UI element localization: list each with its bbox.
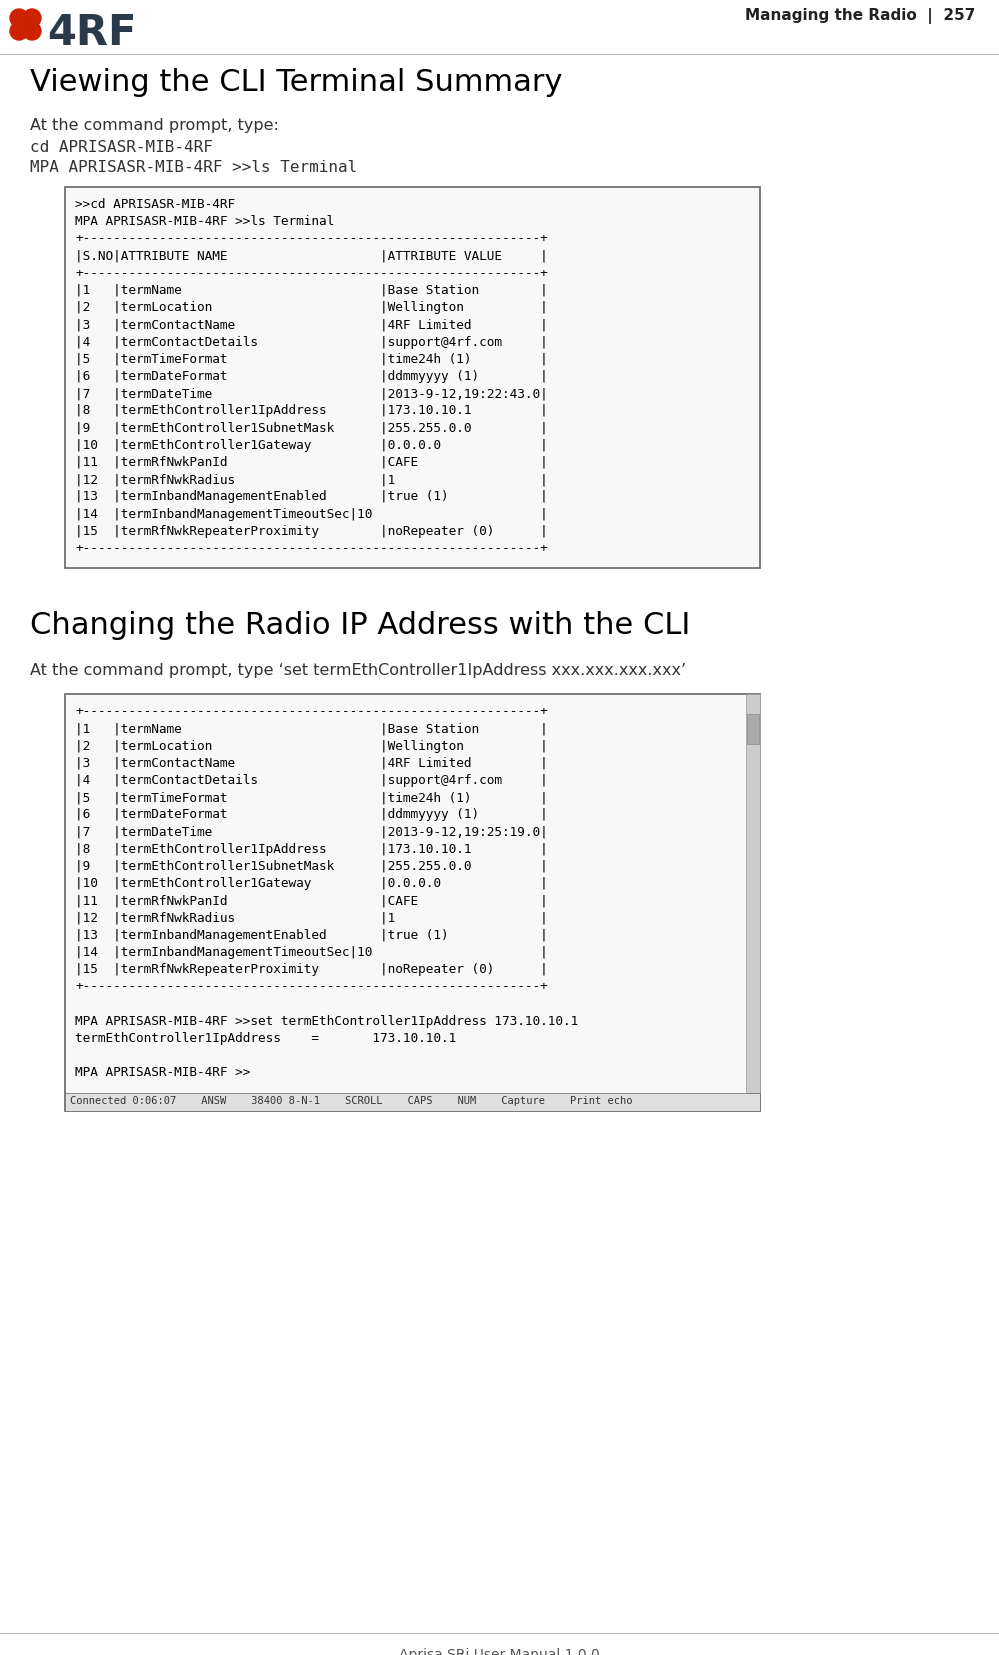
Text: |12  |termRfNwkRadius                   |1                   |: |12 |termRfNwkRadius |1 |: [75, 910, 547, 923]
Text: |14  |termInbandManagementTimeoutSec|10                      |: |14 |termInbandManagementTimeoutSec|10 |: [75, 508, 547, 520]
Text: +------------------------------------------------------------+: +---------------------------------------…: [75, 541, 547, 554]
Text: |5   |termTimeFormat                    |time24h (1)         |: |5 |termTimeFormat |time24h (1) |: [75, 791, 547, 804]
Text: 4RF: 4RF: [47, 12, 137, 55]
Text: |3   |termContactName                   |4RF Limited         |: |3 |termContactName |4RF Limited |: [75, 756, 547, 770]
FancyBboxPatch shape: [65, 695, 760, 1111]
Text: MPA APRISASR-MIB-4RF >>: MPA APRISASR-MIB-4RF >>: [75, 1066, 251, 1079]
Circle shape: [23, 23, 41, 41]
Text: |7   |termDateTime                      |2013-9-12,19:25:19.0|: |7 |termDateTime |2013-9-12,19:25:19.0|: [75, 826, 547, 837]
Text: |12  |termRfNwkRadius                   |1                   |: |12 |termRfNwkRadius |1 |: [75, 473, 547, 487]
Text: Managing the Radio  |  257: Managing the Radio | 257: [744, 8, 975, 23]
Text: +------------------------------------------------------------+: +---------------------------------------…: [75, 980, 547, 993]
FancyBboxPatch shape: [746, 695, 760, 1092]
Text: |10  |termEthController1Gateway         |0.0.0.0             |: |10 |termEthController1Gateway |0.0.0.0 …: [75, 877, 547, 890]
Text: |15  |termRfNwkRepeaterProximity        |noRepeater (0)      |: |15 |termRfNwkRepeaterProximity |noRepea…: [75, 525, 547, 538]
Text: |9   |termEthController1SubnetMask      |255.255.0.0         |: |9 |termEthController1SubnetMask |255.25…: [75, 422, 547, 434]
Text: |11  |termRfNwkPanId                    |CAFE                |: |11 |termRfNwkPanId |CAFE |: [75, 894, 547, 907]
Text: MPA APRISASR-MIB-4RF >>set termEthController1IpAddress 173.10.10.1: MPA APRISASR-MIB-4RF >>set termEthContro…: [75, 1015, 578, 1028]
Text: |S.NO|ATTRIBUTE NAME                    |ATTRIBUTE VALUE     |: |S.NO|ATTRIBUTE NAME |ATTRIBUTE VALUE |: [75, 250, 547, 263]
Circle shape: [23, 10, 41, 28]
Text: +------------------------------------------------------------+: +---------------------------------------…: [75, 705, 547, 718]
Text: termEthController1IpAddress    =       173.10.10.1: termEthController1IpAddress = 173.10.10.…: [75, 1031, 457, 1044]
Text: |3   |termContactName                   |4RF Limited         |: |3 |termContactName |4RF Limited |: [75, 318, 547, 331]
FancyBboxPatch shape: [65, 189, 760, 569]
Text: Connected 0:06:07    ANSW    38400 8-N-1    SCROLL    CAPS    NUM    Capture    : Connected 0:06:07 ANSW 38400 8-N-1 SCROL…: [70, 1096, 632, 1106]
Text: |1   |termName                          |Base Station        |: |1 |termName |Base Station |: [75, 722, 547, 735]
Text: |15  |termRfNwkRepeaterProximity        |noRepeater (0)      |: |15 |termRfNwkRepeaterProximity |noRepea…: [75, 963, 547, 975]
Text: |7   |termDateTime                      |2013-9-12,19:22:43.0|: |7 |termDateTime |2013-9-12,19:22:43.0|: [75, 387, 547, 401]
FancyBboxPatch shape: [747, 715, 759, 745]
Circle shape: [10, 23, 28, 41]
Text: |6   |termDateFormat                    |ddmmyyyy (1)        |: |6 |termDateFormat |ddmmyyyy (1) |: [75, 808, 547, 821]
Text: At the command prompt, type:: At the command prompt, type:: [30, 118, 279, 132]
Text: MPA APRISASR-MIB-4RF >>ls Terminal: MPA APRISASR-MIB-4RF >>ls Terminal: [30, 161, 358, 175]
Text: |13  |termInbandManagementEnabled       |true (1)            |: |13 |termInbandManagementEnabled |true (…: [75, 928, 547, 942]
Text: cd APRISASR-MIB-4RF: cd APRISASR-MIB-4RF: [30, 141, 213, 156]
Text: +------------------------------------------------------------+: +---------------------------------------…: [75, 232, 547, 245]
Text: |8   |termEthController1IpAddress       |173.10.10.1         |: |8 |termEthController1IpAddress |173.10.…: [75, 404, 547, 417]
Text: |4   |termContactDetails                |support@4rf.com     |: |4 |termContactDetails |support@4rf.com …: [75, 336, 547, 349]
Text: |14  |termInbandManagementTimeoutSec|10                      |: |14 |termInbandManagementTimeoutSec|10 |: [75, 945, 547, 958]
Text: +------------------------------------------------------------+: +---------------------------------------…: [75, 266, 547, 280]
Text: Aprisa SRi User Manual 1.0.0: Aprisa SRi User Manual 1.0.0: [400, 1647, 599, 1655]
Text: |10  |termEthController1Gateway         |0.0.0.0             |: |10 |termEthController1Gateway |0.0.0.0 …: [75, 439, 547, 452]
Text: |5   |termTimeFormat                    |time24h (1)         |: |5 |termTimeFormat |time24h (1) |: [75, 353, 547, 366]
Text: >>cd APRISASR-MIB-4RF: >>cd APRISASR-MIB-4RF: [75, 199, 235, 210]
Text: |2   |termLocation                      |Wellington          |: |2 |termLocation |Wellington |: [75, 301, 547, 314]
Text: At the command prompt, type ‘set termEthController1IpAddress xxx.xxx.xxx.xxx’: At the command prompt, type ‘set termEth…: [30, 662, 686, 679]
Text: |4   |termContactDetails                |support@4rf.com     |: |4 |termContactDetails |support@4rf.com …: [75, 773, 547, 786]
FancyBboxPatch shape: [65, 1092, 760, 1111]
Circle shape: [10, 10, 28, 28]
Text: |9   |termEthController1SubnetMask      |255.255.0.0         |: |9 |termEthController1SubnetMask |255.25…: [75, 859, 547, 872]
Text: |11  |termRfNwkPanId                    |CAFE                |: |11 |termRfNwkPanId |CAFE |: [75, 455, 547, 468]
Text: |6   |termDateFormat                    |ddmmyyyy (1)        |: |6 |termDateFormat |ddmmyyyy (1) |: [75, 369, 547, 382]
Text: MPA APRISASR-MIB-4RF >>ls Terminal: MPA APRISASR-MIB-4RF >>ls Terminal: [75, 215, 335, 228]
Text: |13  |termInbandManagementEnabled       |true (1)            |: |13 |termInbandManagementEnabled |true (…: [75, 490, 547, 503]
Text: Viewing the CLI Terminal Summary: Viewing the CLI Terminal Summary: [30, 68, 562, 98]
Text: |2   |termLocation                      |Wellington          |: |2 |termLocation |Wellington |: [75, 740, 547, 751]
Text: |1   |termName                          |Base Station        |: |1 |termName |Base Station |: [75, 283, 547, 296]
Text: Changing the Radio IP Address with the CLI: Changing the Radio IP Address with the C…: [30, 611, 690, 640]
Text: |8   |termEthController1IpAddress       |173.10.10.1         |: |8 |termEthController1IpAddress |173.10.…: [75, 842, 547, 856]
